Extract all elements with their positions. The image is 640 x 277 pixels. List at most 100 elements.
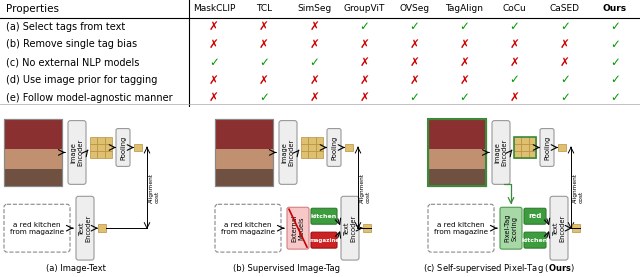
Text: ✗: ✗ — [259, 20, 269, 33]
Text: Properties: Properties — [6, 4, 60, 14]
Bar — [529, 137, 536, 144]
Text: ✗: ✗ — [309, 20, 319, 33]
Bar — [428, 119, 486, 149]
Text: ✓: ✓ — [259, 56, 269, 69]
Bar — [308, 144, 316, 151]
Text: Alignment
cost: Alignment cost — [149, 173, 160, 203]
FancyBboxPatch shape — [4, 204, 70, 252]
Text: SimSeg: SimSeg — [297, 4, 332, 13]
Text: ✗: ✗ — [410, 73, 419, 86]
Text: ✗: ✗ — [309, 73, 319, 86]
Text: TagAlign: TagAlign — [445, 4, 484, 13]
Text: ✓: ✓ — [610, 20, 620, 33]
Text: Pooling: Pooling — [331, 135, 337, 160]
Bar — [522, 144, 529, 151]
Bar — [428, 170, 486, 186]
Bar — [90, 137, 97, 144]
Bar — [558, 143, 566, 152]
Text: kitchen: kitchen — [311, 214, 337, 219]
Text: Pixel-Tag
Scoring: Pixel-Tag Scoring — [504, 214, 518, 242]
Text: Pooling: Pooling — [544, 135, 550, 160]
Bar — [97, 151, 105, 158]
Bar — [215, 119, 273, 186]
Text: ✗: ✗ — [460, 56, 470, 69]
Text: ✗: ✗ — [209, 73, 219, 86]
Bar — [316, 151, 323, 158]
Bar — [529, 151, 536, 158]
Text: ✗: ✗ — [410, 56, 419, 69]
Text: TCL: TCL — [256, 4, 272, 13]
FancyBboxPatch shape — [500, 207, 522, 249]
Text: GroupViT: GroupViT — [344, 4, 385, 13]
Text: ✓: ✓ — [259, 91, 269, 104]
Bar — [514, 151, 522, 158]
Text: ✗: ✗ — [309, 38, 319, 51]
Text: ✓: ✓ — [610, 38, 620, 51]
Text: (e) Follow model-agnostic manner: (e) Follow model-agnostic manner — [6, 93, 173, 103]
Text: ✗: ✗ — [259, 38, 269, 51]
FancyBboxPatch shape — [524, 232, 546, 248]
FancyBboxPatch shape — [311, 208, 337, 224]
FancyBboxPatch shape — [68, 120, 86, 184]
Bar — [97, 137, 105, 144]
Bar — [215, 149, 273, 170]
Text: ✓: ✓ — [610, 73, 620, 86]
Bar — [363, 224, 371, 232]
Text: ✗: ✗ — [359, 38, 369, 51]
Text: ✗: ✗ — [359, 73, 369, 86]
Bar — [514, 137, 536, 158]
Bar — [428, 119, 486, 186]
Bar — [428, 119, 486, 186]
Text: (a) Image-Text: (a) Image-Text — [45, 263, 106, 273]
Bar — [4, 119, 62, 149]
Bar — [215, 119, 273, 149]
Bar — [105, 151, 112, 158]
Text: ✓: ✓ — [560, 20, 570, 33]
Text: ✓: ✓ — [509, 20, 520, 33]
Text: OVSeg: OVSeg — [399, 4, 429, 13]
Bar — [316, 144, 323, 151]
Text: Alignment
cost: Alignment cost — [360, 173, 371, 203]
Text: ✗: ✗ — [460, 38, 470, 51]
Text: ✗: ✗ — [410, 38, 419, 51]
Text: a red kitchen
from magazine: a red kitchen from magazine — [434, 222, 488, 235]
Bar — [4, 170, 62, 186]
Bar — [428, 149, 486, 170]
Text: (a) Select tags from text: (a) Select tags from text — [6, 22, 125, 32]
Bar — [522, 151, 529, 158]
FancyBboxPatch shape — [540, 129, 554, 166]
Bar — [4, 119, 62, 186]
Bar — [514, 137, 522, 144]
Text: (c) No external NLP models: (c) No external NLP models — [6, 57, 140, 67]
Text: (b) Remove single tag bias: (b) Remove single tag bias — [6, 39, 138, 49]
Text: ✓: ✓ — [460, 20, 470, 33]
Text: ✓: ✓ — [410, 91, 419, 104]
Text: ✓: ✓ — [610, 56, 620, 69]
Bar — [98, 224, 106, 232]
Text: Text
Encoder: Text Encoder — [79, 215, 92, 242]
Text: ✗: ✗ — [209, 38, 219, 51]
Bar — [308, 151, 316, 158]
Bar — [105, 144, 112, 151]
Text: kitchen: kitchen — [522, 238, 548, 243]
Bar — [316, 137, 323, 144]
Text: ✓: ✓ — [509, 73, 520, 86]
Text: ✗: ✗ — [209, 91, 219, 104]
Bar — [514, 144, 522, 151]
Text: magazine: magazine — [309, 238, 339, 243]
Bar — [4, 149, 62, 170]
Bar — [301, 144, 308, 151]
Bar — [4, 119, 62, 186]
Text: Pooling: Pooling — [120, 135, 126, 160]
Bar — [90, 151, 97, 158]
Bar — [522, 137, 529, 144]
Text: a red kitchen
from magazine: a red kitchen from magazine — [10, 222, 64, 235]
Text: ✗: ✗ — [509, 56, 520, 69]
Text: a red kitchen
from magazine: a red kitchen from magazine — [221, 222, 275, 235]
Text: MaskCLIP: MaskCLIP — [193, 4, 235, 13]
Text: Text
Encoder: Text Encoder — [552, 215, 566, 242]
Text: ✗: ✗ — [309, 91, 319, 104]
Bar — [97, 144, 105, 151]
Bar — [428, 119, 486, 186]
FancyBboxPatch shape — [428, 204, 494, 252]
